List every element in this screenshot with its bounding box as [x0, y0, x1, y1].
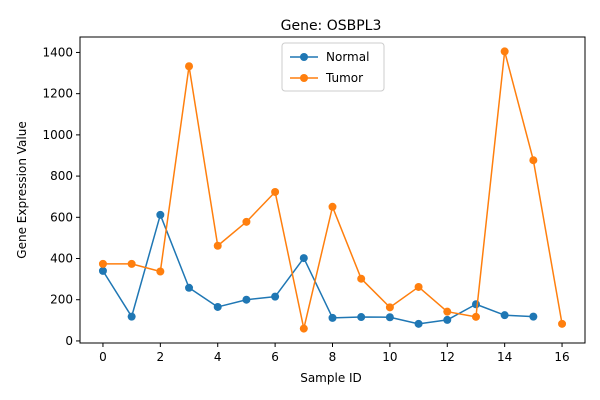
- y-tick-label: 200: [50, 293, 73, 307]
- x-tick-label: 10: [382, 350, 397, 364]
- legend-label-normal: Normal: [326, 50, 369, 64]
- data-point-tumor: [127, 259, 136, 268]
- data-point-tumor: [443, 307, 452, 316]
- data-point-normal: [156, 210, 165, 219]
- x-tick-label: 4: [214, 350, 222, 364]
- y-tick-label: 400: [50, 252, 73, 266]
- data-point-normal: [414, 319, 423, 328]
- data-point-tumor: [385, 303, 394, 312]
- legend-marker-tumor: [300, 74, 308, 82]
- y-axis-title: Gene Expression Value: [15, 121, 29, 258]
- data-point-normal: [242, 295, 251, 304]
- data-point-tumor: [185, 62, 194, 71]
- x-tick-label: 12: [440, 350, 455, 364]
- data-point-tumor: [242, 217, 251, 226]
- plot-area: 0 2 4 6 8 10 12 14 16 0 200 400 600 800 1000 1200 1400: [42, 36, 586, 364]
- x-tick-label: 6: [271, 350, 279, 364]
- data-point-normal: [357, 313, 366, 322]
- series-line-normal: [102, 214, 534, 325]
- data-point-tumor: [357, 274, 366, 283]
- data-point-normal: [98, 266, 107, 275]
- data-point-normal: [271, 292, 280, 301]
- data-point-tumor: [529, 156, 538, 165]
- data-point-normal: [185, 283, 194, 292]
- x-tick-label: 0: [99, 350, 107, 364]
- data-point-tumor: [156, 267, 165, 276]
- y-tick-label: 1400: [42, 45, 73, 59]
- legend-label-tumor: Tumor: [325, 71, 363, 85]
- y-tick-label: 1000: [42, 128, 73, 142]
- y-tick-label: 800: [50, 169, 73, 183]
- data-point-normal: [213, 302, 222, 311]
- y-tick-label: 1200: [42, 87, 73, 101]
- x-axis-title: Sample ID: [300, 371, 362, 385]
- data-point-tumor: [414, 282, 423, 291]
- data-point-tumor: [213, 241, 222, 250]
- data-point-normal: [443, 315, 452, 324]
- data-point-normal: [299, 254, 308, 263]
- legend: Normal Tumor: [281, 42, 385, 92]
- chart-title: Gene: OSBPL3: [281, 18, 382, 34]
- data-point-normal: [328, 313, 337, 322]
- data-point-tumor: [271, 187, 280, 196]
- data-point-normal: [500, 311, 509, 320]
- data-point-tumor: [328, 202, 337, 211]
- data-point-tumor: [471, 312, 480, 321]
- data-point-tumor: [299, 324, 308, 333]
- x-tick-label: 14: [497, 350, 512, 364]
- data-point-normal: [385, 313, 394, 322]
- data-point-normal: [471, 300, 480, 309]
- data-point-tumor: [558, 319, 567, 328]
- y-tick-label: 0: [65, 334, 73, 348]
- data-point-normal: [529, 312, 538, 321]
- x-tick-label: 16: [554, 350, 569, 364]
- x-tick-label: 8: [329, 350, 337, 364]
- x-tick-label: 2: [157, 350, 165, 364]
- data-point-tumor: [98, 259, 107, 268]
- data-point-tumor: [500, 47, 509, 56]
- data-point-normal: [127, 312, 136, 321]
- y-tick-label: 600: [50, 210, 73, 224]
- legend-marker-normal: [300, 53, 308, 61]
